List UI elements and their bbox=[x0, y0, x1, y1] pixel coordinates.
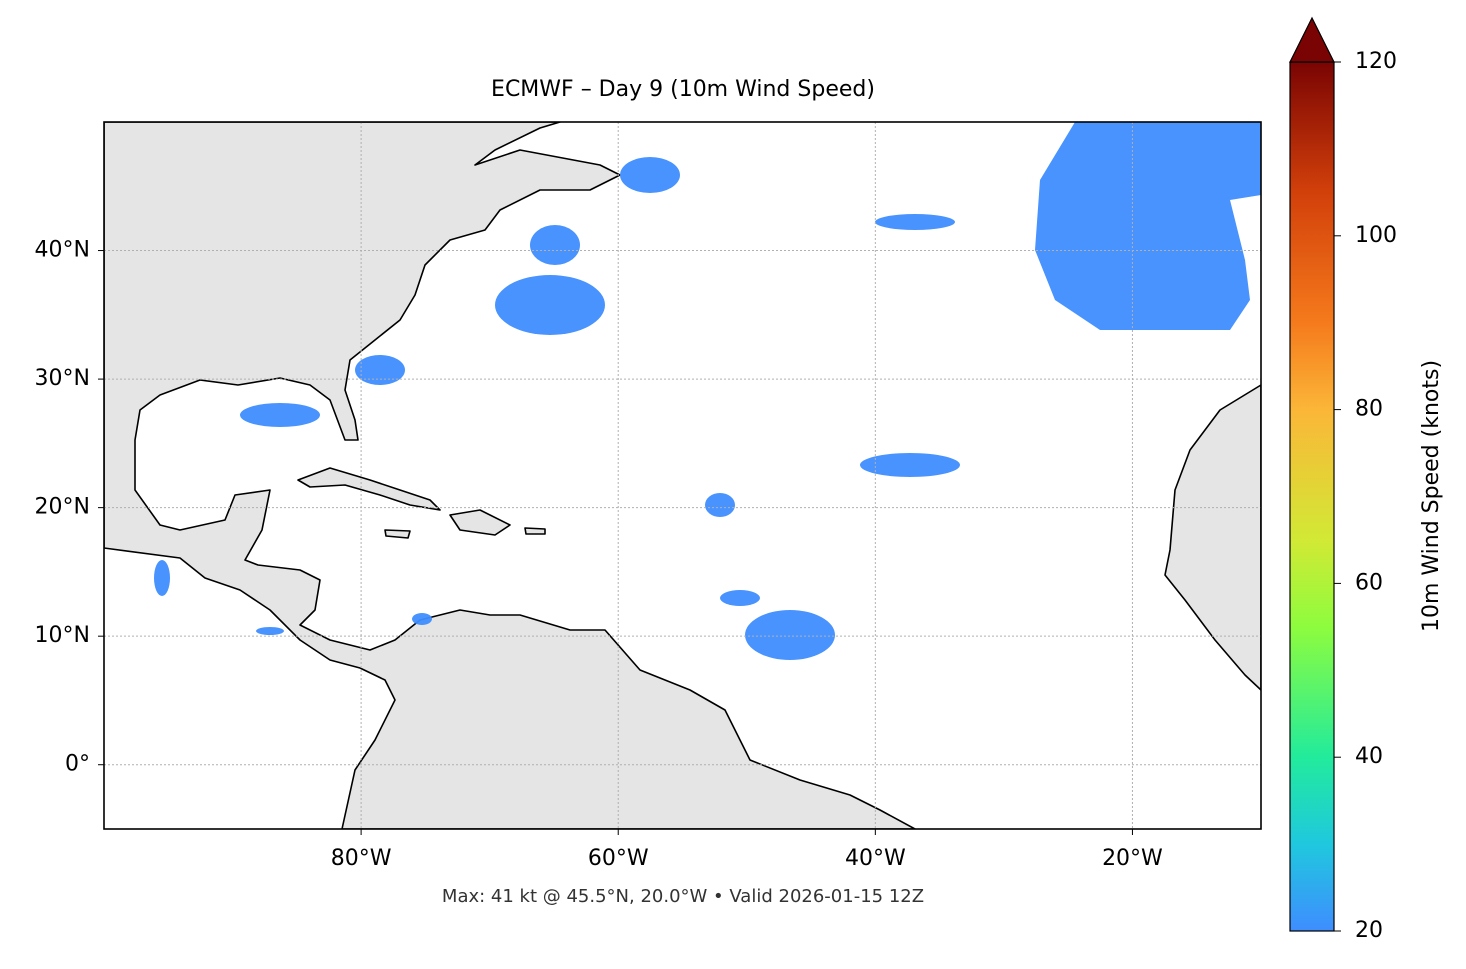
chart-title: ECMWF – Day 9 (10m Wind Speed) bbox=[491, 77, 875, 102]
y-tick-label: 40°N bbox=[35, 238, 90, 263]
x-tick-label: 20°W bbox=[1102, 846, 1163, 871]
footnote: Max: 41 kt @ 45.5°N, 20.0°W • Valid 2026… bbox=[442, 886, 924, 907]
colorbar-label: 10m Wind Speed (knots) bbox=[1419, 360, 1444, 632]
x-tick-label: 80°W bbox=[331, 846, 392, 871]
x-tick-label: 40°W bbox=[845, 846, 906, 871]
cuba bbox=[297, 467, 441, 511]
wind-area bbox=[530, 225, 580, 265]
x-tick-label: 60°W bbox=[588, 846, 649, 871]
colorbar-tick-label: 20 bbox=[1355, 918, 1383, 943]
wind-area bbox=[1035, 122, 1261, 330]
colorbar-tick-label: 40 bbox=[1355, 744, 1383, 769]
wind-area bbox=[860, 453, 960, 477]
map-frame bbox=[103, 121, 1262, 830]
wind-area bbox=[256, 627, 284, 635]
wind-area bbox=[154, 560, 170, 596]
y-tick-label: 10°N bbox=[35, 623, 90, 648]
hispaniola bbox=[449, 509, 511, 536]
wind-area bbox=[720, 590, 760, 606]
wind-area bbox=[875, 214, 955, 230]
wind-area bbox=[355, 355, 405, 385]
y-tick-label: 30°N bbox=[35, 366, 90, 391]
y-tick-label: 0° bbox=[65, 752, 90, 777]
wind-area bbox=[495, 275, 605, 335]
wind-area bbox=[745, 610, 835, 660]
colorbar-extend bbox=[1289, 16, 1335, 63]
americas bbox=[104, 122, 916, 829]
y-tick-label: 20°N bbox=[35, 495, 90, 520]
wind-area bbox=[620, 157, 680, 193]
colorbar-tick-label: 100 bbox=[1355, 223, 1397, 248]
wind-area bbox=[705, 493, 735, 517]
map-area bbox=[104, 122, 1261, 829]
wind-area bbox=[240, 403, 320, 427]
colorbar-tick-label: 60 bbox=[1355, 570, 1383, 595]
jamaica bbox=[384, 529, 411, 539]
africa bbox=[1164, 384, 1261, 691]
colorbar-tick-label: 80 bbox=[1355, 397, 1383, 422]
colorbar-tick-label: 120 bbox=[1355, 49, 1397, 74]
wind-area bbox=[412, 613, 432, 625]
puerto-rico bbox=[524, 527, 546, 535]
colorbar bbox=[1289, 61, 1335, 932]
